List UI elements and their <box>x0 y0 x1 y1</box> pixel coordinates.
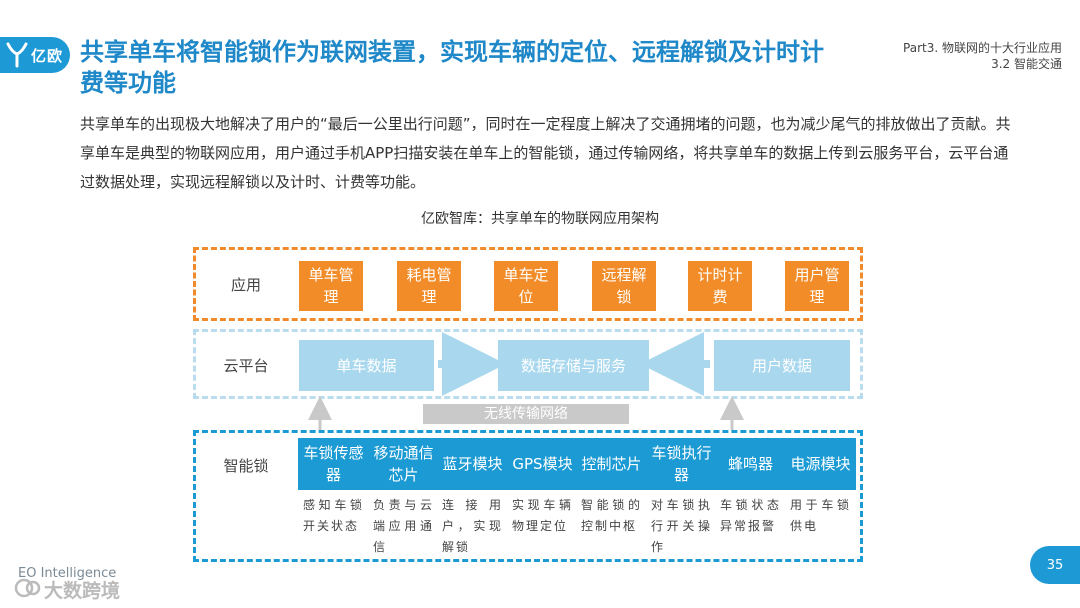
lock-desc-bluetooth: 连接用户，实现解锁 <box>442 498 503 554</box>
application-layer-label: 应用 <box>230 276 261 294</box>
lock-box-actuator: 车锁执行器 <box>646 438 717 490</box>
lock-box-sensor: 车锁传感器 <box>298 438 369 490</box>
description-paragraph: 共享单车的出现极大地解决了用户的“最后一公里出行问题”，同时在一定程度上解决了交… <box>80 115 1011 191</box>
section-label: 3.2 智能交通 <box>991 57 1062 71</box>
app-box-bike-management: 单车管理 <box>299 261 363 311</box>
application-layer: 应用 单车管理 耗电管理 单车定位 远程解锁 计时计费 用户管理 <box>193 247 863 321</box>
part-label: Part3. 物联网的十大行业应用 <box>903 41 1062 55</box>
app-box-power-management: 耗电管理 <box>397 261 461 311</box>
lock-box-mobile-chip: 移动通信芯片 <box>368 438 439 490</box>
y-logo-icon <box>6 42 28 68</box>
lock-box-bluetooth: 蓝牙模块 <box>437 438 508 490</box>
page-title: 共享单车将智能锁作为联网装置，实现车辆的定位、远程解锁及计时计费等功能 <box>80 38 824 97</box>
app-box-timing-billing: 计时计费 <box>688 261 752 311</box>
lock-desc-power: 用于车锁供电 <box>790 498 851 533</box>
cloud-box-data-storage-service: 数据存储与服务 <box>498 340 649 391</box>
lock-box-power: 电源模块 <box>785 438 856 490</box>
logo-text: 亿欧 <box>31 46 64 65</box>
cloud-layer-label: 云平台 <box>223 357 269 375</box>
lock-box-gps: GPS模块 <box>507 438 578 490</box>
footer-watermark: 大数跨境 <box>44 580 121 602</box>
cloud-box-bike-data: 单车数据 <box>299 340 434 391</box>
yiou-logo: 亿欧 <box>0 37 70 73</box>
footer-brand-en: EO Intelligence <box>18 566 117 581</box>
smart-lock-layer: 智能锁 车锁传感器 感知车锁开关状态 移动通信芯片 负责与云端应用通信 蓝牙模块… <box>193 430 863 562</box>
smart-lock-layer-label: 智能锁 <box>223 457 269 475</box>
lock-box-control-chip: 控制芯片 <box>576 438 647 490</box>
cloud-box-user-data: 用户数据 <box>714 340 850 391</box>
lock-desc-buzzer: 车锁状态异常报警 <box>720 498 781 533</box>
lock-box-buzzer: 蜂鸣器 <box>715 438 786 490</box>
wireless-network-bar: 无线传输网络 <box>423 404 629 424</box>
diagram-caption: 亿欧智库：共享单车的物联网应用架构 <box>421 211 659 227</box>
lock-desc-gps: 实现车辆物理定位 <box>512 498 573 533</box>
section-breadcrumb: Part3. 物联网的十大行业应用 3.2 智能交通 <box>822 40 1062 72</box>
watermark-icon <box>14 576 42 600</box>
cloud-platform-layer: 云平台 单车数据 数据存储与服务 用户数据 <box>193 329 863 399</box>
page-number: 35 <box>1030 546 1080 584</box>
lock-desc-mobile-chip: 负责与云端应用通信 <box>373 498 434 554</box>
app-box-user-management: 用户管理 <box>785 261 849 311</box>
app-box-remote-unlock: 远程解锁 <box>592 261 656 311</box>
app-box-bike-positioning: 单车定位 <box>494 261 558 311</box>
lock-desc-sensor: 感知车锁开关状态 <box>303 498 364 533</box>
lock-desc-control-chip: 智能锁的控制中枢 <box>581 498 642 533</box>
lock-desc-actuator: 对车锁执行开关操作 <box>651 498 712 554</box>
